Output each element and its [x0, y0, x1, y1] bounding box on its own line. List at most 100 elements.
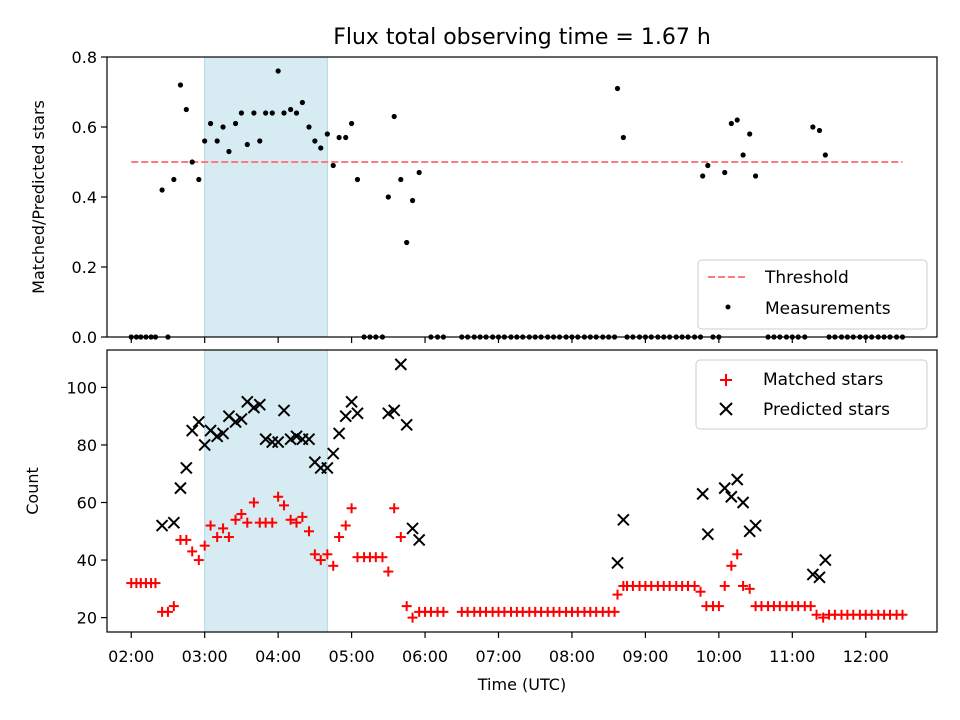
matched-star-point — [248, 497, 259, 508]
bottom-ytick-label: 20 — [77, 609, 97, 628]
predicted-star-point — [284, 432, 297, 446]
measurement-point — [816, 127, 823, 134]
predicted-star-point — [271, 435, 285, 449]
bottom-plot-frame — [106, 349, 938, 633]
bottom-legend-matched-label: Matched stars — [763, 370, 883, 390]
predicted-star-stroke-b — [198, 438, 211, 452]
bottom-xtick-label: 10:00 — [696, 647, 742, 666]
measurement-point — [409, 197, 416, 204]
predicted-stars-points — [155, 358, 832, 584]
measurement-point — [330, 162, 336, 169]
predicted-star-point — [235, 412, 248, 426]
measurement-point — [251, 110, 257, 116]
predicted-star-stroke-b — [204, 424, 217, 437]
predicted-star-stroke-b — [339, 409, 352, 423]
bottom-legend: Matched stars Predicted stars — [695, 359, 928, 430]
chart-title: Flux total observing time = 1.67 h — [333, 25, 711, 50]
measurement-point — [700, 173, 706, 179]
bottom-xtick-label: 04:00 — [255, 647, 301, 666]
matched-star-point — [285, 514, 296, 525]
measurement-point — [728, 120, 734, 127]
matched-star-point — [389, 503, 400, 514]
top-ytick-label: 0.6 — [72, 118, 97, 137]
matched-star-point — [732, 549, 743, 560]
predicted-star-point — [277, 404, 291, 417]
matched-star-point — [267, 517, 278, 528]
measurement-point — [238, 110, 245, 116]
predicted-star-stroke-b — [167, 516, 181, 529]
predicted-star-stroke-b — [271, 435, 285, 449]
bottom-xtick-label: 09:00 — [622, 647, 668, 666]
matched-star-point — [695, 586, 706, 597]
top-highlight-layer — [204, 56, 328, 338]
matched-star-point — [328, 560, 339, 571]
measurement-point — [416, 169, 422, 176]
matched-star-point — [193, 555, 204, 566]
predicted-star-stroke-b — [725, 490, 738, 503]
predicted-star-point — [155, 519, 169, 532]
matched-star-point — [689, 580, 700, 591]
measurement-point — [220, 124, 226, 130]
predicted-star-stroke-b — [394, 358, 408, 371]
predicted-star-point — [174, 481, 187, 495]
bottom-y-ticks: 20 40 60 80 100 — [66, 378, 107, 628]
predicted-star-point — [253, 398, 266, 411]
bottom-legend-predicted-swatch — [719, 402, 733, 416]
predicted-star-stroke-b — [345, 395, 358, 409]
predicted-star-point — [167, 516, 181, 529]
bottom-legend-matched-swatch — [720, 374, 732, 386]
predicted-star-point — [180, 461, 193, 475]
predicted-star-stroke-b — [253, 398, 266, 411]
measurement-point — [196, 176, 202, 183]
measurement-point — [747, 131, 753, 137]
matched-star-point — [279, 500, 290, 511]
predicted-star-point — [332, 427, 346, 440]
predicted-star-stroke-b — [617, 513, 630, 526]
bottom-legend-predicted-label: Predicted stars — [763, 400, 890, 420]
matched-star-point — [340, 520, 351, 531]
predicted-star-point — [749, 519, 762, 532]
predicted-star-point — [266, 435, 279, 449]
top-legend: Threshold Measurements — [697, 259, 928, 330]
top-legend-threshold-label: Threshold — [764, 268, 849, 288]
bottom-highlight-span — [204, 349, 328, 633]
measurement-point — [734, 117, 740, 123]
predicted-star-point — [400, 418, 413, 432]
measurement-point — [171, 176, 177, 183]
matched-star-point — [383, 566, 394, 577]
matched-star-point — [230, 514, 241, 525]
matched-star-point — [818, 612, 829, 623]
matched-star-point — [218, 523, 229, 534]
matched-star-point — [150, 578, 161, 589]
predicted-star-point — [819, 553, 832, 567]
bottom-xtick-label: 03:00 — [182, 647, 228, 666]
predicted-star-stroke-b — [382, 407, 395, 420]
predicted-star-point — [725, 490, 738, 503]
measurement-point — [202, 138, 208, 144]
matched-star-point — [223, 532, 234, 543]
predicted-star-point — [611, 556, 624, 570]
predicted-star-point — [382, 407, 395, 420]
measurement-point — [214, 138, 220, 144]
measurement-point — [318, 145, 324, 151]
top-ytick-label: 0.4 — [72, 188, 97, 207]
matched-star-point — [346, 503, 357, 514]
matched-stars-points — [126, 491, 908, 623]
x-axis-label: Time (UTC) — [477, 675, 566, 694]
matched-star-point — [438, 606, 449, 617]
measurement-point — [722, 169, 728, 176]
predicted-star-point — [198, 438, 211, 452]
measurement-point — [189, 159, 195, 165]
matched-star-point — [719, 580, 730, 591]
predicted-star-stroke-b — [736, 496, 750, 509]
top-plot-frame — [106, 56, 938, 338]
matched-star-point — [205, 520, 216, 531]
predicted-star-stroke-b — [400, 418, 413, 432]
predicted-star-stroke-b — [412, 533, 426, 547]
predicted-star-point — [321, 461, 334, 475]
measurement-point — [324, 131, 330, 137]
bottom-y-axis-label: Count — [23, 467, 42, 515]
bottom-xtick-label: 06:00 — [402, 647, 448, 666]
measurement-point — [232, 120, 239, 127]
matched-star-point — [315, 555, 326, 566]
